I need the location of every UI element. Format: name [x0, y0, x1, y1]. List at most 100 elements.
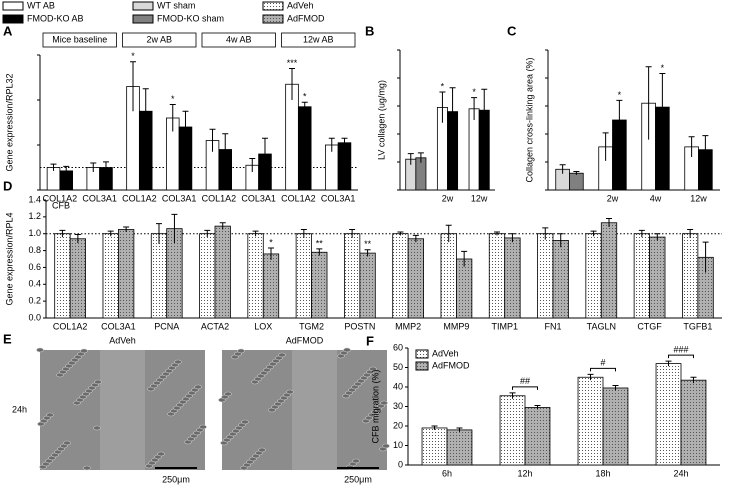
- error-bar: [471, 97, 478, 120]
- x-tick-label: 18h: [595, 468, 610, 478]
- bar: [600, 222, 618, 319]
- panel-letter: F: [366, 333, 374, 348]
- y-tick-label: 1.0: [28, 228, 41, 238]
- error-bar: [142, 88, 149, 134]
- x-tick-label: COL1A2: [122, 193, 157, 203]
- bar: [421, 427, 448, 466]
- error-bar: [638, 229, 645, 238]
- cell: [343, 347, 351, 353]
- legend-swatch: [2, 14, 24, 24]
- bar: [262, 253, 280, 319]
- bar: [337, 142, 352, 191]
- bar: [118, 229, 135, 319]
- y-tick-label: 1.4: [28, 194, 41, 204]
- group-box: [201, 32, 276, 48]
- error-bar: [349, 229, 356, 238]
- x-tick-label: MMP9: [443, 321, 469, 331]
- error-bar: [364, 249, 371, 257]
- row-label: 24h: [12, 404, 27, 414]
- significance: *: [171, 94, 175, 104]
- scale-bar-label: 250μm: [344, 474, 372, 484]
- x-tick-label: 4w: [650, 193, 662, 203]
- legend-label: AdFMOD: [432, 360, 470, 370]
- x-tick-label: COL3A1: [162, 193, 197, 203]
- cell: [382, 443, 390, 449]
- panel-letter: C: [507, 23, 517, 38]
- error-bar: [688, 136, 695, 157]
- cell: [380, 400, 388, 406]
- error-bar: [557, 233, 564, 248]
- bar: [680, 379, 707, 466]
- x-tick-label: TGM2: [299, 321, 324, 331]
- error-bar: [645, 66, 652, 140]
- error-bar: [300, 229, 307, 238]
- error-bar: [412, 234, 419, 243]
- significance: ***: [287, 58, 298, 68]
- y-axis-label: LV collagen (ug/mg): [376, 80, 386, 160]
- cell: [174, 359, 182, 365]
- x-tick-label: COL1A2: [43, 193, 78, 203]
- bar: [655, 363, 682, 466]
- significance: *: [303, 92, 307, 102]
- error-bar: [461, 250, 468, 267]
- x-tick-label: 12w: [471, 193, 488, 203]
- error-bar: [63, 165, 70, 176]
- cell: [237, 348, 245, 354]
- error-bar: [123, 226, 130, 233]
- annotation: CFB: [52, 200, 70, 210]
- image-label: AdVeh: [109, 335, 136, 345]
- error-bar: [690, 376, 697, 384]
- bar: [69, 238, 86, 319]
- cell: [80, 348, 88, 354]
- error-bar: [90, 162, 97, 172]
- error-bar: [481, 88, 488, 132]
- x-tick-label: COL1A2: [202, 193, 237, 203]
- cell: [369, 366, 377, 372]
- error-bar: [397, 231, 404, 236]
- y-axis-label: Gene expression/RPL32: [4, 73, 14, 171]
- bar: [488, 233, 506, 319]
- y-tick-label: 20: [393, 420, 403, 430]
- x-tick-label: 24h: [673, 468, 688, 478]
- error-bar: [439, 91, 446, 123]
- panel-letter: B: [365, 23, 374, 38]
- cell: [224, 391, 232, 397]
- x-tick-label: TGFB1: [683, 321, 712, 331]
- error-bar: [59, 229, 66, 238]
- error-bar: [702, 241, 709, 273]
- significance: *: [472, 87, 476, 97]
- bar: [440, 233, 457, 319]
- error-bar: [102, 161, 109, 174]
- y-tick-label: 40: [393, 381, 403, 391]
- significance: **: [364, 239, 372, 249]
- significance-bracket: [590, 367, 616, 372]
- x-tick-label: MMP2: [395, 321, 421, 331]
- significance: *: [269, 237, 273, 247]
- y-tick-label: 0.4: [28, 279, 41, 289]
- legend-swatch: [415, 361, 429, 371]
- legend-label: AdVeh: [432, 348, 459, 358]
- error-bar: [204, 229, 211, 238]
- y-tick-label: 1.2: [28, 211, 41, 221]
- bar: [633, 233, 650, 319]
- group-box: [122, 32, 197, 48]
- cell: [93, 425, 101, 431]
- group-label: 2w AB: [146, 34, 172, 44]
- legend-label: WT sham: [157, 0, 195, 10]
- bar: [344, 233, 361, 319]
- significance-bracket: [668, 354, 694, 359]
- x-tick-label: COL3A1: [321, 193, 356, 203]
- error-bar: [654, 233, 661, 241]
- error-bar: [702, 135, 709, 164]
- legend-label: FMOD-KO sham: [157, 13, 224, 23]
- x-tick-label: PCNA: [154, 321, 179, 331]
- y-tick-label: 0: [398, 459, 403, 469]
- error-bar: [659, 73, 666, 141]
- panel-letter: D: [3, 178, 12, 193]
- error-bar: [252, 230, 259, 237]
- x-tick-label: POSTN: [344, 321, 375, 331]
- legend-label: AdVeh: [287, 0, 314, 10]
- legend-swatch: [132, 1, 154, 11]
- x-tick-label: 12h: [517, 468, 532, 478]
- x-tick-label: COL3A1: [101, 321, 136, 331]
